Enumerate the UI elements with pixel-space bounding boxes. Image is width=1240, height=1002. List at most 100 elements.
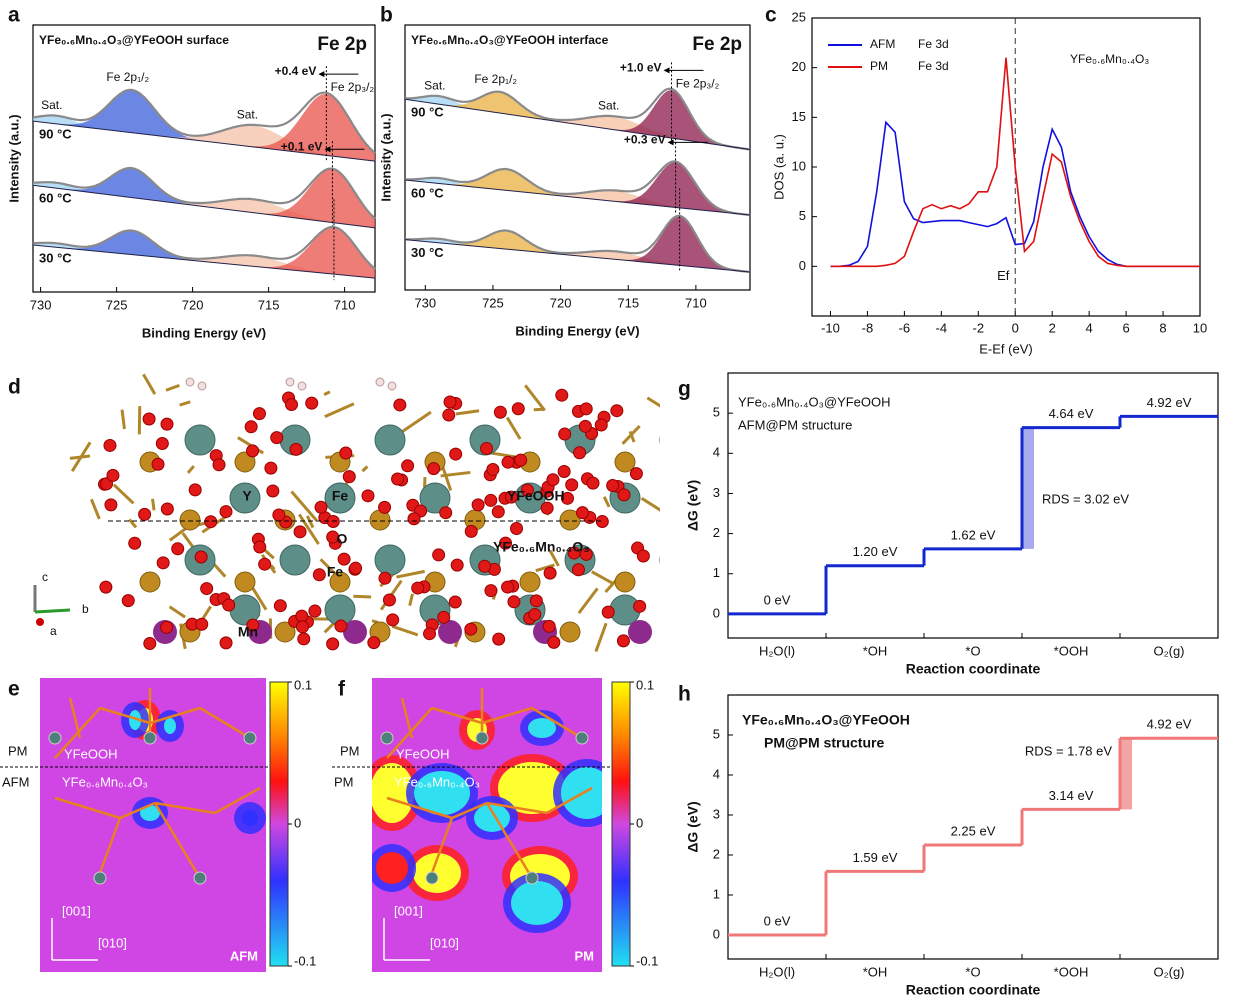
o-atom xyxy=(464,622,478,636)
background-line xyxy=(32,184,376,229)
bond xyxy=(486,801,548,815)
x-tick-label: -6 xyxy=(899,320,911,335)
fe-atom xyxy=(179,509,201,531)
fit-peak xyxy=(405,169,750,215)
annotation: YFe₀.₆Mn₀.₄O₃ xyxy=(1070,52,1149,66)
o-atom xyxy=(493,405,507,419)
o-atom xyxy=(382,593,396,607)
atom-label: O xyxy=(337,531,348,547)
envelope xyxy=(405,214,751,274)
bond xyxy=(396,569,425,579)
o-atom xyxy=(542,619,556,633)
o-atom xyxy=(443,395,457,409)
axis-label: c xyxy=(42,570,48,584)
x-tick-label: 710 xyxy=(334,297,356,312)
y-axis-label: Intensity (a.u.) xyxy=(6,114,21,202)
value-label: 4.92 eV xyxy=(1147,717,1192,732)
fit-peak xyxy=(33,182,375,228)
o-atom xyxy=(511,402,525,416)
o-atom xyxy=(219,505,233,519)
panel-letter: b xyxy=(380,4,393,27)
o-atom xyxy=(442,408,456,422)
o-atom xyxy=(308,604,322,618)
panel-letter: f xyxy=(338,678,346,701)
sample-label: YFe₀.₆Mn₀.₄O₃@YFeOOH surface xyxy=(39,33,229,47)
y-atom xyxy=(659,436,660,444)
annotation: YFe₀.₆Mn₀.₄O₃@YFeOOH xyxy=(742,712,910,728)
x-tick-label: *OH xyxy=(863,643,888,658)
atom xyxy=(243,731,257,745)
value-label: 4.64 eV xyxy=(1049,406,1094,421)
h-atom xyxy=(387,381,397,391)
fit-peak xyxy=(405,95,750,150)
bond xyxy=(386,796,453,820)
o-atom xyxy=(305,396,319,410)
state-label: PM xyxy=(334,774,354,789)
y-atom xyxy=(279,544,311,576)
x-tick-label: 2 xyxy=(1049,320,1056,335)
plot-frame xyxy=(727,694,1219,960)
value-label: 3.14 eV xyxy=(1049,788,1094,803)
mn-atom xyxy=(628,620,652,644)
o-atom xyxy=(501,580,515,594)
bond xyxy=(401,410,432,433)
x-tick-label: H₂O(l) xyxy=(759,643,795,658)
o-atom xyxy=(492,632,506,646)
fe-atom xyxy=(234,451,256,473)
y-tick-label: 1 xyxy=(713,886,720,901)
atom xyxy=(48,731,62,745)
y-atom xyxy=(229,482,261,514)
o-atom xyxy=(339,446,353,460)
colorbar-tick-label: -0.1 xyxy=(294,953,316,968)
x-tick-label: 725 xyxy=(482,295,504,310)
o-atom xyxy=(486,462,500,476)
o-atom xyxy=(212,458,226,472)
y-atom xyxy=(374,544,406,576)
o-atom xyxy=(546,473,560,487)
shift-label: +0.4 eV xyxy=(275,64,317,78)
o-atom xyxy=(143,637,157,651)
o-atom xyxy=(252,407,266,421)
peak-label: Sat. xyxy=(237,108,258,122)
o-atom xyxy=(606,478,620,492)
fit-peak xyxy=(33,169,375,228)
o-atom xyxy=(342,470,356,484)
mn-atom xyxy=(438,620,462,644)
bond xyxy=(505,416,522,440)
o-atom xyxy=(312,568,326,582)
density-lobe xyxy=(242,810,258,826)
o-atom xyxy=(571,563,585,577)
y-axis-label: DOS (a. u.) xyxy=(771,134,786,200)
mode-label: AFM xyxy=(230,948,258,963)
bond xyxy=(353,594,372,599)
colorbar-tick-label: 0 xyxy=(636,815,643,830)
rds-label: RDS = 1.78 eV xyxy=(1025,744,1112,759)
fe-atom xyxy=(329,571,351,593)
o-atom xyxy=(407,512,421,526)
bond xyxy=(361,465,369,473)
density-lobe xyxy=(511,881,563,925)
bond xyxy=(290,490,318,522)
peak-label: Sat. xyxy=(41,98,62,112)
o-atom xyxy=(391,472,405,486)
o-atom xyxy=(578,419,592,433)
rds-label: RDS = 3.02 eV xyxy=(1042,492,1129,507)
o-atom xyxy=(567,546,581,560)
envelope xyxy=(405,160,751,217)
plot-frame xyxy=(727,372,1219,639)
o-atom xyxy=(295,620,309,634)
x-tick-label: 4 xyxy=(1086,320,1093,335)
bond xyxy=(70,441,92,472)
y-tick-label: 5 xyxy=(713,405,720,420)
o-atom xyxy=(314,500,328,514)
bond xyxy=(179,400,191,407)
atom-label: Mn xyxy=(238,624,258,640)
fit-peak xyxy=(405,162,750,215)
colorbar-tick-label: 0.1 xyxy=(636,677,654,692)
o-atom xyxy=(432,548,446,562)
o-atom xyxy=(520,483,534,497)
bond xyxy=(99,706,151,725)
o-atom xyxy=(293,525,307,539)
density-lobe xyxy=(414,771,470,815)
